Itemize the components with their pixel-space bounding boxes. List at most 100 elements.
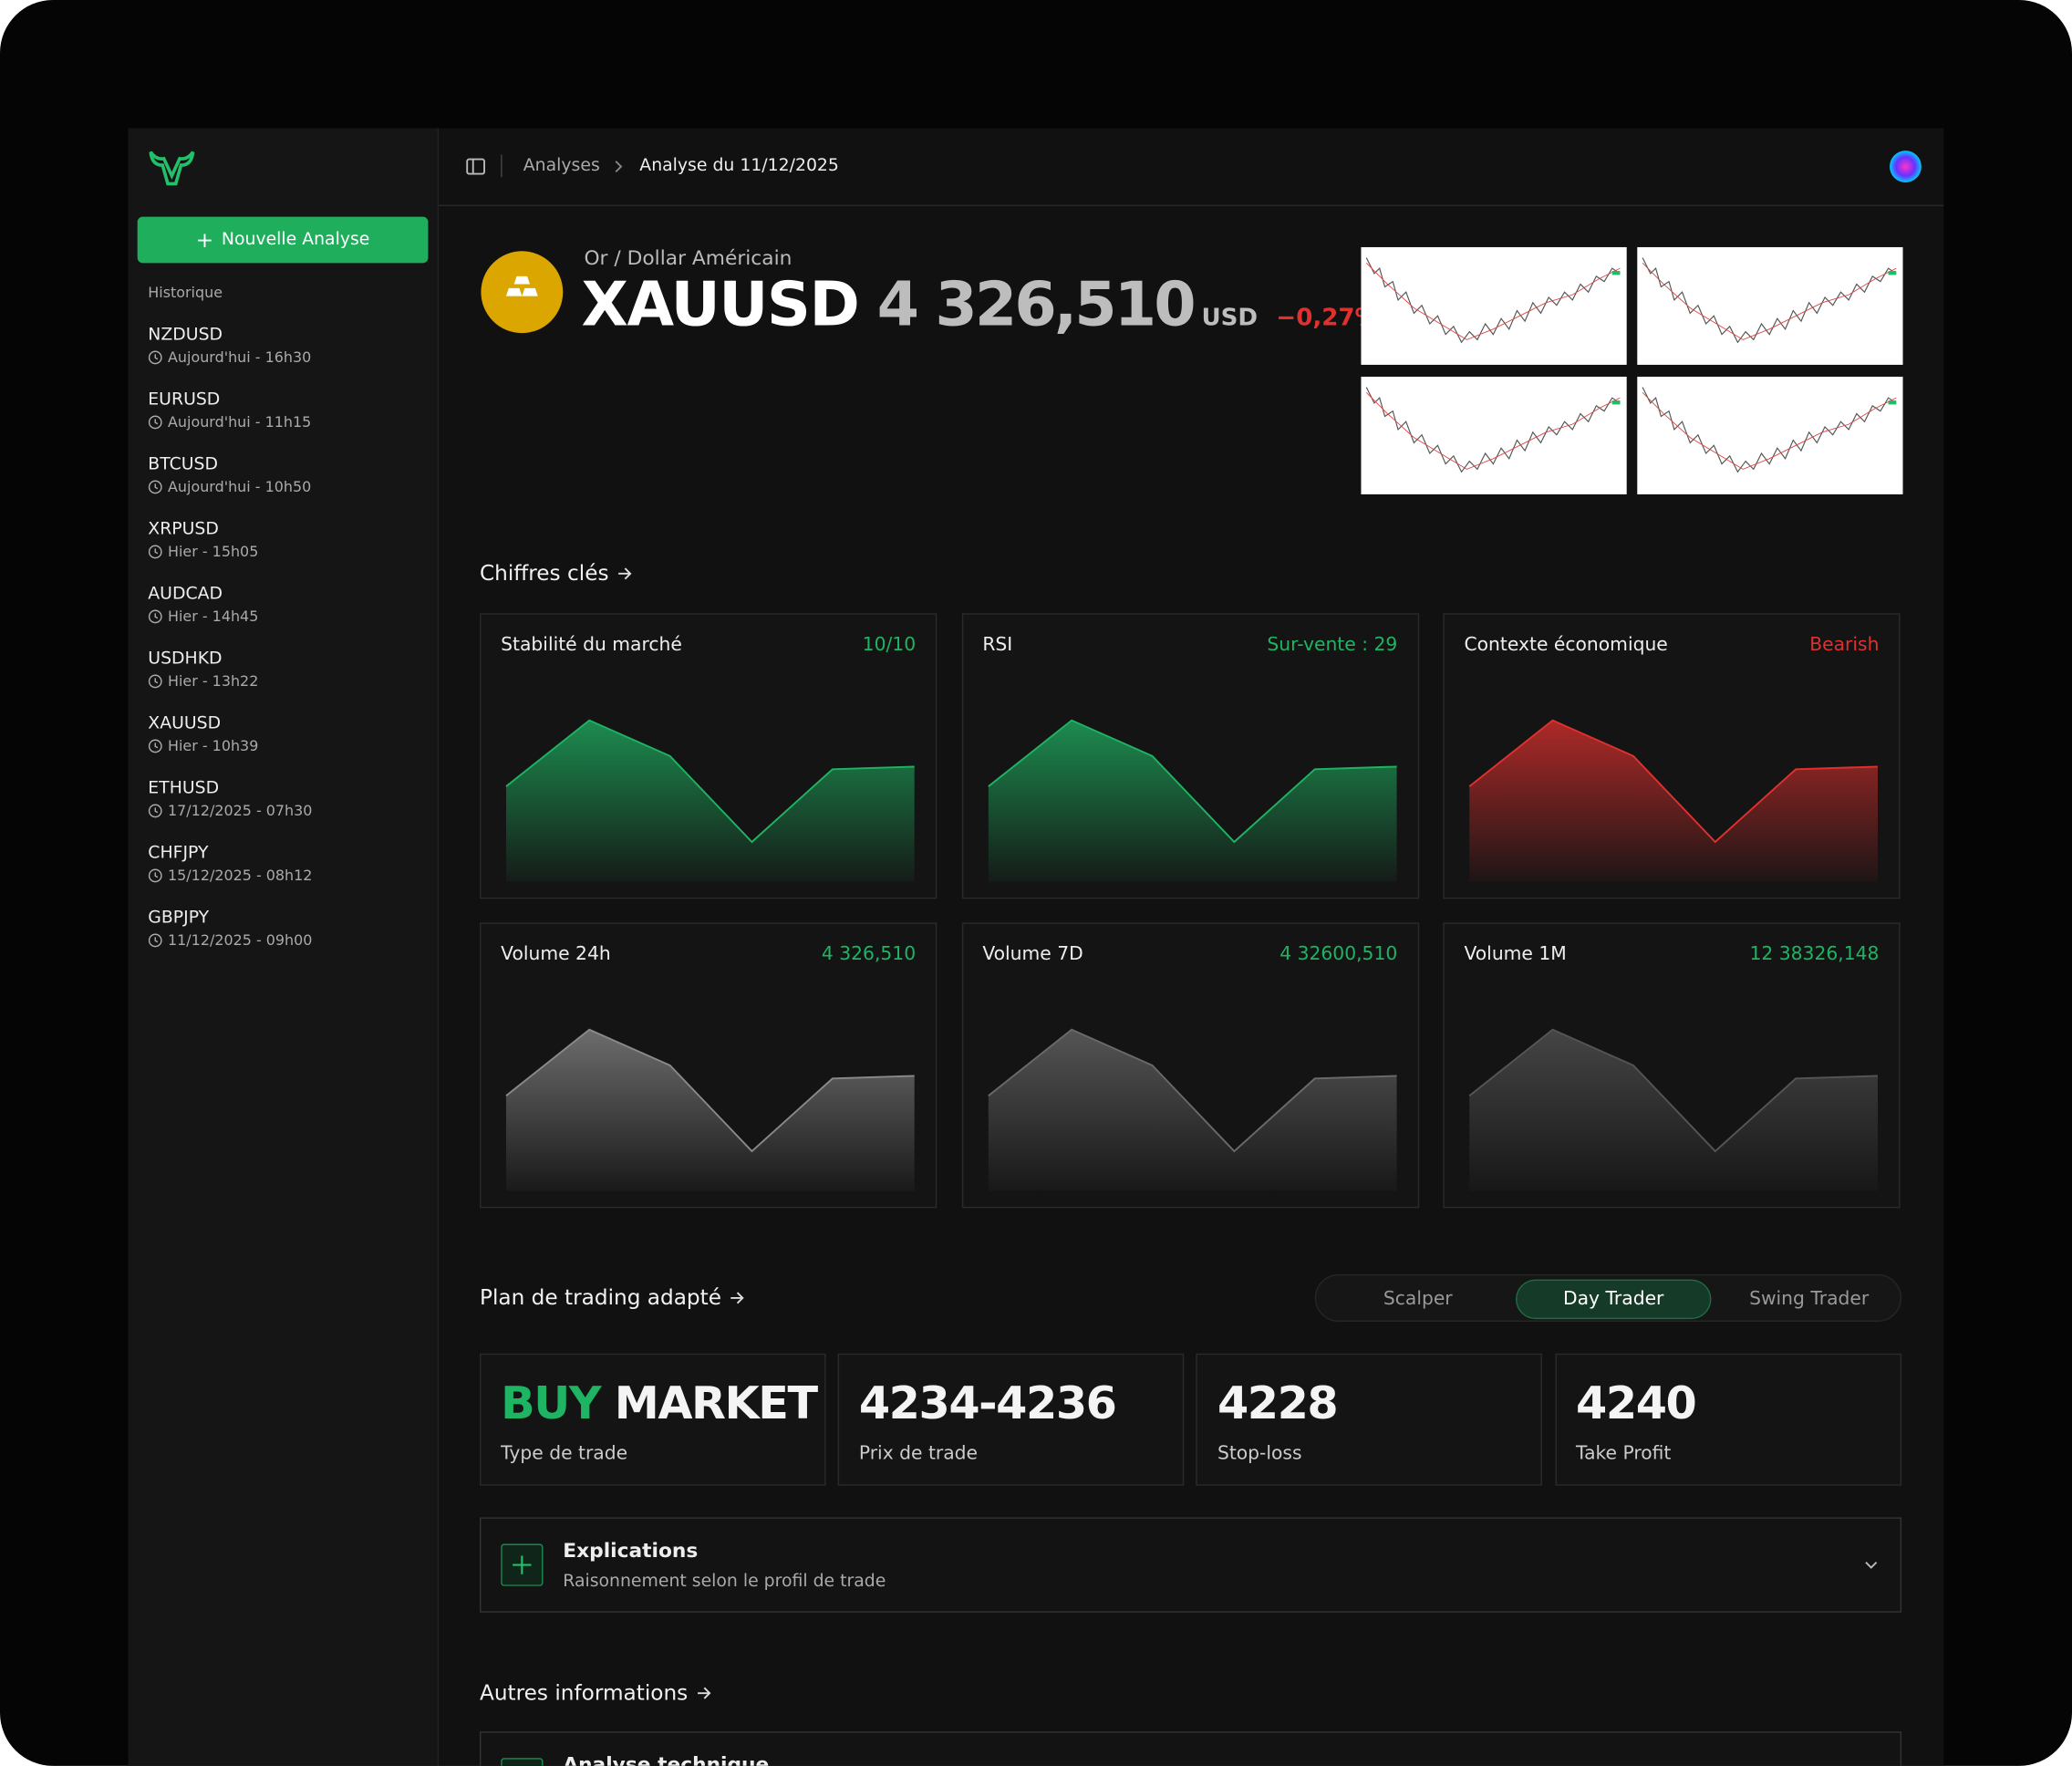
asset-symbol: XAUUSD [581,268,860,340]
clock-hands [154,807,159,814]
history-time-row: Hier - 13h22 [148,673,258,690]
sparkline-line [1468,719,1879,844]
sparkline-line [505,1028,915,1153]
profile-tab[interactable]: Swing Trader [1749,1288,1870,1310]
history-symbol: EURUSD [148,390,221,410]
clock-face [148,415,162,430]
breadcrumb-current: Analyse du 11/12/2025 [639,155,839,176]
history-time: 11/12/2025 - 09h00 [168,931,313,950]
sparkline-area [1469,720,1879,882]
history-symbol: BTCUSD [148,454,219,475]
section-title[interactable]: Chiffres clés [480,560,633,586]
stat-value: 4228 [1217,1376,1339,1430]
section-title[interactable]: Plan de trading adapté [480,1284,745,1310]
history-item[interactable]: XRPUSD Hier - 15h05 [148,519,258,560]
arrow-icon [617,566,632,579]
stat-value: 4234-4236 [858,1376,1117,1430]
stat-value: 4240 [1576,1376,1697,1430]
profile-tab[interactable]: Scalper [1383,1288,1453,1310]
sparkline [987,1028,1396,1191]
section-title[interactable]: Autres informations [479,1679,711,1706]
expand-icon [501,1543,544,1586]
sparkline [987,719,1396,882]
history-time-row: Aujourd'hui - 10h50 [148,478,312,496]
accordion-title: Explications [563,1538,699,1563]
asset-price: 4 326,510 [876,268,1197,340]
chart-thumbnail[interactable] [1361,246,1627,365]
breadcrumb-sep [615,161,623,173]
divider [501,154,502,178]
trade-order: MARKET [614,1376,818,1430]
clock-face [148,545,162,559]
clock-face [148,480,162,494]
new-analysis-button[interactable]: + Nouvelle Analyse [137,216,429,264]
sparkline-area [988,1029,1396,1191]
section-title-text: Chiffres clés [479,560,609,586]
stat-card: BUY MARKET Type de trade [479,1353,826,1486]
history-symbol: USDHKD [148,649,223,670]
profile-tab[interactable]: Day Trader [1515,1279,1712,1320]
history-time: Aujourd'hui - 10h50 [168,478,312,496]
sparkline-area [1469,1029,1879,1191]
sparkline-area [988,720,1396,882]
section-title-text: Autres informations [479,1679,689,1706]
history-symbol: NZDUSD [148,325,223,346]
trade-type: BUY MARKET [501,1376,818,1430]
chart-thumbnail[interactable] [1361,376,1627,494]
clock-face [148,933,162,948]
logo [149,151,195,186]
sparkline-line [987,1028,1396,1153]
card-value: Bearish [1809,634,1880,656]
clock-face [148,868,162,883]
explanations-accordion[interactable]: Explications Raisonnement selon le profi… [479,1517,1902,1613]
sidebar-toggle[interactable] [465,156,486,177]
app: + Nouvelle Analyse Historique NZDUSD Aujou… [128,128,1944,1766]
history-item[interactable]: ETHUSD 17/12/2025 - 07h30 [148,778,312,819]
sparkline [505,719,915,882]
history-time: Aujourd'hui - 16h30 [168,348,312,367]
clock-hands [154,743,159,749]
history-symbol: AUDCAD [148,584,223,605]
clock-icon [148,868,162,883]
other-info-accordion[interactable]: Analyse technique [479,1731,1902,1766]
history-item[interactable]: NZDUSD Aujourd'hui - 16h30 [148,325,311,366]
history-item[interactable]: USDHKD Hier - 13h22 [148,649,258,690]
expand-icon [501,1758,544,1766]
history-item[interactable]: GBPJPY 11/12/2025 - 09h00 [148,908,312,949]
avatar[interactable] [1889,150,1923,184]
history-symbol: XAUUSD [148,713,222,734]
asset-subtitle: Or / Dollar Américain [584,245,793,270]
sidebar: + Nouvelle Analyse Historique NZDUSD Aujou… [128,128,440,1766]
chart-thumbnail[interactable] [1637,246,1903,365]
history-time-row: 15/12/2025 - 08h12 [148,867,312,884]
history-time: 17/12/2025 - 07h30 [168,802,313,820]
clock-hands [154,937,159,943]
history-item[interactable]: CHFJPY 15/12/2025 - 08h12 [148,843,312,884]
chevron [1865,1562,1878,1569]
clock-icon [148,933,162,948]
chart-thumbnail[interactable] [1637,376,1903,494]
history-item[interactable]: BTCUSD Aujourd'hui - 10h50 [148,454,311,495]
history-time-row: Aujourd'hui - 16h30 [148,348,312,367]
card-label: RSI [982,634,1013,656]
accordion-title: Analyse technique [563,1752,770,1766]
history-item[interactable]: EURUSD Aujourd'hui - 11h15 [148,390,311,431]
card-value: 4 32600,510 [1279,943,1398,965]
card-value: Sur-vente : 29 [1267,634,1398,656]
key-figure-card: Volume 7D 4 32600,510 [961,922,1419,1209]
history-item[interactable]: AUDCAD Hier - 14h45 [148,584,258,625]
history-symbol: ETHUSD [148,778,220,799]
clock-face [148,804,162,818]
key-figure-card: Volume 1M 12 38326,148 [1443,922,1901,1209]
profile-tabs: Scalper Day Trader Swing Trader [1314,1273,1902,1322]
history-item[interactable]: XAUUSD Hier - 10h39 [148,713,258,754]
sparkline [1468,1028,1879,1191]
stat-label: Type de trade [501,1443,628,1465]
clock-hands [154,354,159,360]
clock-hands [154,548,159,555]
breadcrumb[interactable]: Analyses [523,155,600,176]
history-time-row: Aujourd'hui - 11h15 [148,414,311,431]
key-figure-card: Stabilité du marché 10/10 [479,613,938,899]
stat-card: 4228 Stop-loss [1196,1353,1543,1486]
